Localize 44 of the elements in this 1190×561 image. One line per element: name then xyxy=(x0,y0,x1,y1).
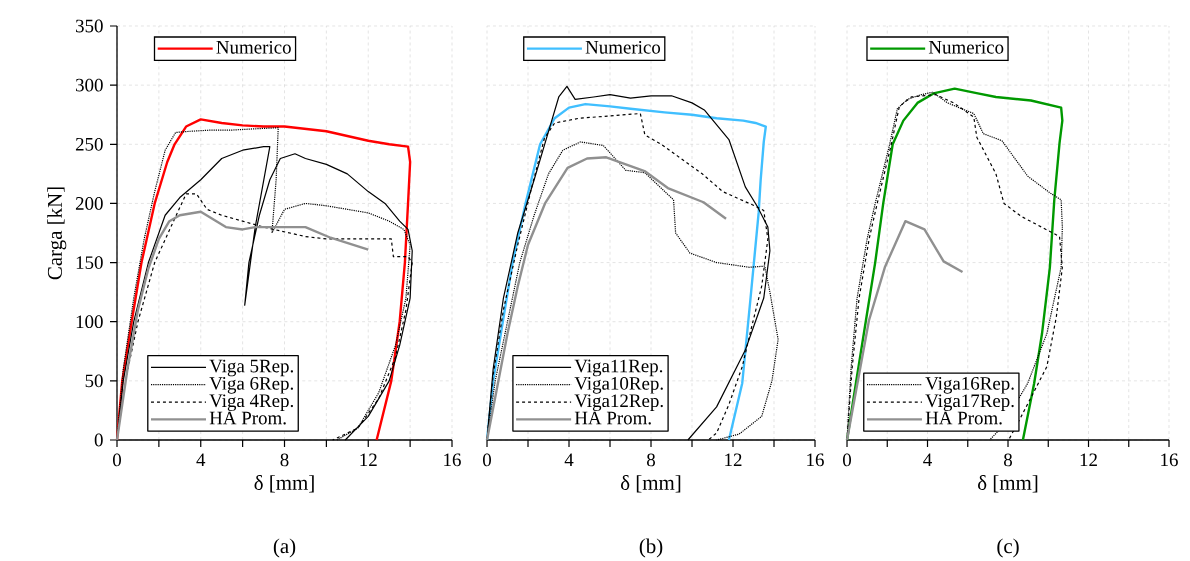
x-axis-title: δ [mm] xyxy=(621,475,681,493)
y-tick-label: 350 xyxy=(76,19,103,33)
y-tick-label: 100 xyxy=(76,315,103,329)
x-tick-label: 16 xyxy=(1161,453,1178,467)
legend-label: HA Prom. xyxy=(209,411,286,425)
legend-label: Viga 6Rep. xyxy=(209,377,293,394)
legend-label: Numerico xyxy=(585,40,661,54)
legend-label: HA Prom. xyxy=(574,411,651,425)
text: (b) xyxy=(639,538,663,558)
legend-label: Viga17Rep. xyxy=(925,394,1014,411)
x-axis-title: δ [mm] xyxy=(254,475,314,493)
text: (a) xyxy=(273,538,296,558)
y-tick-label: 200 xyxy=(75,197,103,210)
legend-label: Numerico xyxy=(216,40,291,54)
x-tick-label: 12 xyxy=(360,453,377,467)
y-tick-label: 0 xyxy=(94,433,103,447)
x-tick-label: 0 xyxy=(843,453,852,467)
text: (c) xyxy=(997,538,1019,558)
x-tick-label: 16 xyxy=(444,453,461,467)
legend-label: Viga16Rep. xyxy=(925,377,1014,394)
x-tick-label: 16 xyxy=(807,453,824,467)
legend-label: Viga 4Rep. xyxy=(209,394,293,411)
x-tick-label: 8 xyxy=(280,453,289,467)
x-tick-label: 0 xyxy=(112,453,121,467)
legend-label: HA Prom. xyxy=(925,411,1002,425)
x-tick-label: 0 xyxy=(482,453,492,467)
x-tick-label: 8 xyxy=(646,453,656,467)
x-tick-label: 4 xyxy=(564,453,574,466)
x-tick-label: 8 xyxy=(1004,453,1013,467)
y-tick-label: 50 xyxy=(85,374,103,388)
x-tick-label: 12 xyxy=(725,453,742,467)
legend-label: Viga11Rep. xyxy=(574,359,663,377)
x-tick-label: 4 xyxy=(196,453,206,466)
y-tick-label: 300 xyxy=(76,78,103,92)
y-axis-title: Carga [kN] xyxy=(47,187,67,280)
x-tick-label: 12 xyxy=(1080,453,1097,467)
legend-label: Viga10Rep. xyxy=(574,376,663,394)
legend-label: Viga 5Rep. xyxy=(209,359,293,377)
legend-label: Viga12Rep. xyxy=(574,394,663,411)
x-axis-title: δ [mm] xyxy=(978,475,1038,493)
y-tick-label: 150 xyxy=(76,256,103,269)
y-tick-label: 250 xyxy=(75,137,103,151)
x-tick-label: 4 xyxy=(923,453,932,466)
legend-label: Numerico xyxy=(928,40,1004,54)
